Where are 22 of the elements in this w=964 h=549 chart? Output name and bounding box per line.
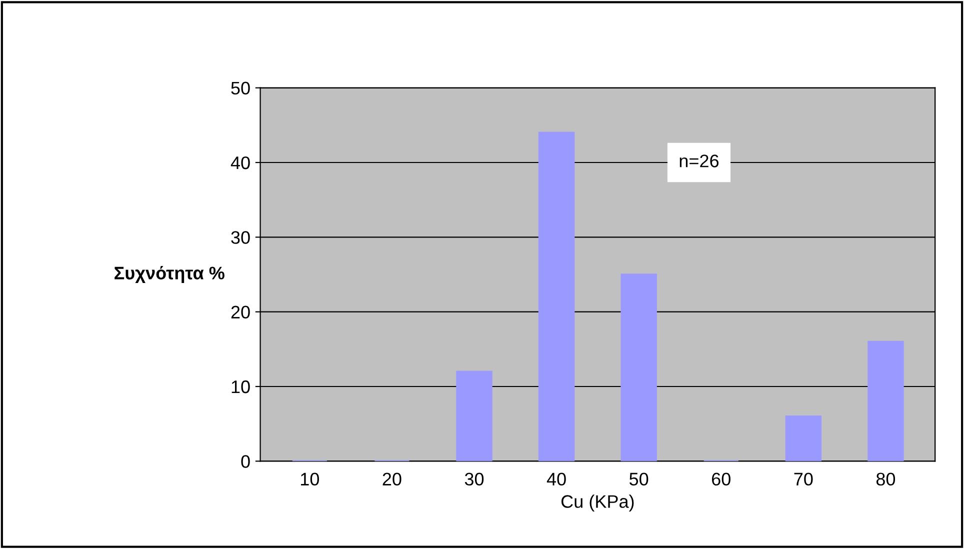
bar — [620, 274, 657, 462]
bar — [868, 340, 904, 462]
y-tick-label: 20 — [231, 306, 250, 319]
y-tick-label: 0 — [241, 455, 250, 468]
bar — [785, 416, 822, 462]
annotation: n=26 — [680, 154, 719, 168]
y-tick-label: 40 — [230, 156, 250, 170]
x-axis-title: Cu (KPa) — [561, 494, 634, 512]
x-tick-label: 30 — [464, 472, 484, 486]
x-tick-label: 70 — [794, 472, 813, 486]
x-tick-label: 80 — [876, 472, 896, 486]
bar — [538, 132, 575, 462]
x-tick-label: 40 — [546, 472, 566, 486]
y-tick-label: 50 — [231, 82, 250, 95]
x-tick-label: 60 — [712, 472, 730, 486]
x-tick-label: 10 — [300, 472, 319, 486]
x-tick-label: 50 — [630, 472, 648, 486]
x-tick-label: 20 — [382, 472, 402, 486]
bar — [456, 370, 492, 462]
y-axis-title: Συχνότητα % — [114, 266, 224, 284]
y-tick-label: 10 — [232, 380, 250, 394]
y-tick-label: 30 — [231, 231, 250, 244]
